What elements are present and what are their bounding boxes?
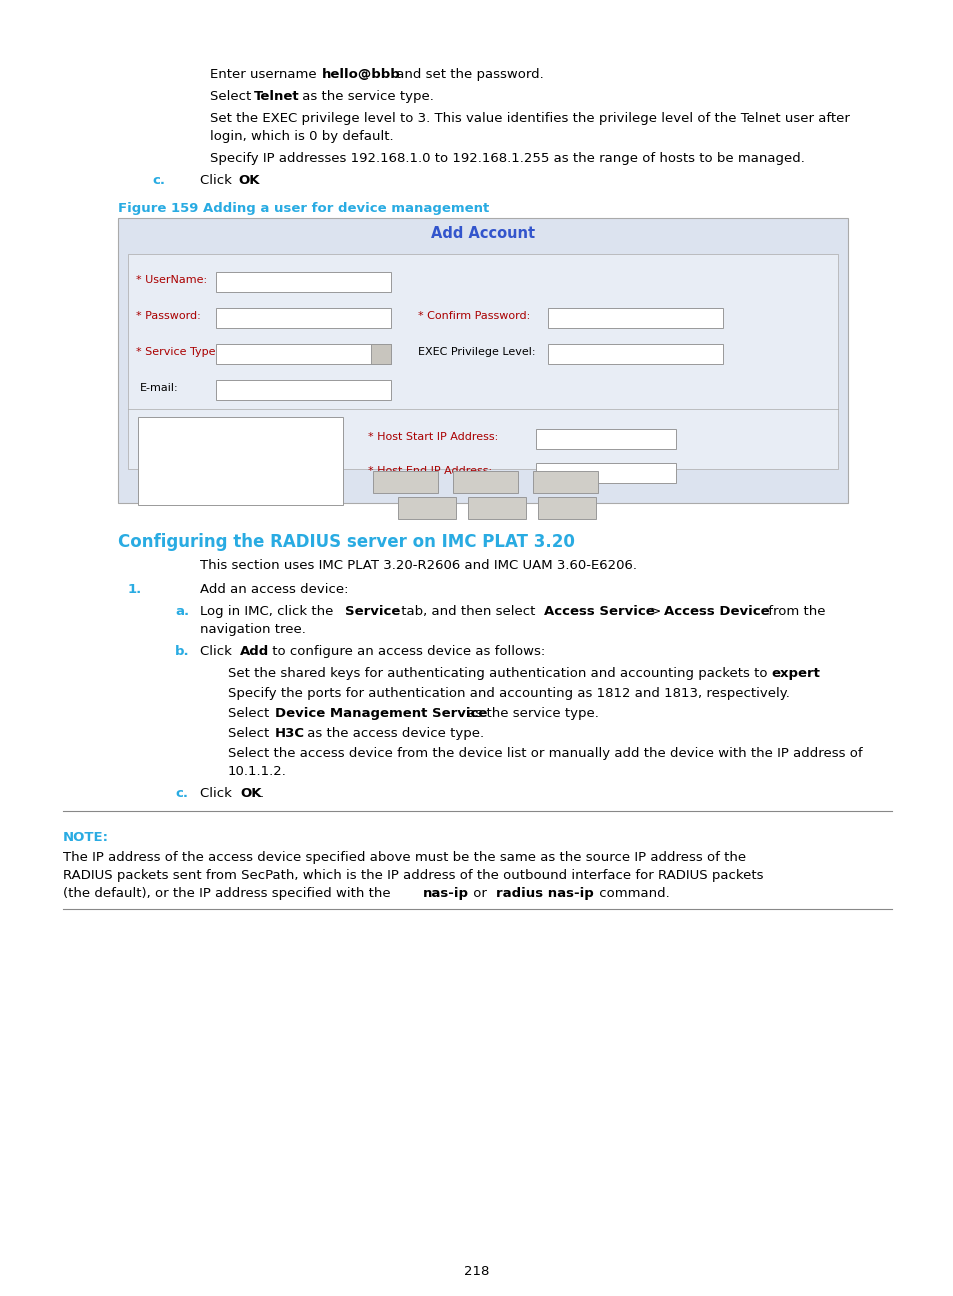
Text: OK: OK [240,787,261,800]
Bar [397,496,456,518]
Bar [468,496,525,518]
Text: Service: Service [345,605,400,618]
Text: Modify: Modify [478,503,515,513]
Text: command.: command. [595,886,669,899]
Text: Add: Add [240,645,269,658]
Text: E-mail:: E-mail: [140,384,178,393]
Text: H3C: H3C [274,727,305,740]
Text: Add Account: Add Account [431,227,535,241]
Text: ●●●: ●●● [552,311,577,321]
Text: Select the access device from the device list or manually add the device with th: Select the access device from the device… [228,746,862,759]
Text: Enter username: Enter username [210,67,320,80]
Text: Set the shared keys for authenticating authentication and accounting packets to: Set the shared keys for authenticating a… [228,667,771,680]
Text: Specify the ports for authentication and accounting as 1812 and 1813, respective: Specify the ports for authentication and… [228,687,789,700]
Bar [536,463,676,483]
Text: Click: Click [200,645,236,658]
Text: .: . [260,787,264,800]
Text: 1.: 1. [128,583,142,596]
Text: expert: expert [770,667,819,680]
Text: tab, and then select: tab, and then select [396,605,539,618]
Text: c.: c. [174,787,188,800]
Bar [533,470,598,492]
Text: 3: 3 [552,347,558,356]
Text: or: or [469,886,491,899]
Text: >: > [645,605,665,618]
Text: Log in IMC, click the: Log in IMC, click the [200,605,337,618]
Text: Add an access device:: Add an access device: [200,583,348,596]
Text: Help: Help [552,477,578,487]
Text: as the access device type.: as the access device type. [303,727,483,740]
Bar [215,343,391,364]
Text: * Host Start IP Address:: * Host Start IP Address: [368,432,497,442]
Text: from the: from the [763,605,824,618]
Text: as the service type.: as the service type. [462,708,598,721]
Bar [128,254,837,469]
Text: nas-ip: nas-ip [422,886,469,899]
Bar [373,470,437,492]
Text: 218: 218 [464,1265,489,1278]
Text: Figure 159 Adding a user for device management: Figure 159 Adding a user for device mana… [118,202,489,215]
Text: * Password:: * Password: [136,311,200,321]
Text: as the service type.: as the service type. [297,89,434,102]
Bar [215,272,391,292]
Text: This section uses IMC PLAT 3.20-R2606 and IMC UAM 3.60-E6206.: This section uses IMC PLAT 3.20-R2606 an… [200,559,637,572]
Text: Click: Click [200,174,236,187]
Bar [371,343,391,364]
Text: c.: c. [152,174,165,187]
Text: .: . [255,174,260,187]
Text: Telnet: Telnet [253,89,299,102]
Text: RADIUS packets sent from SecPath, which is the IP address of the outbound interf: RADIUS packets sent from SecPath, which … [63,870,762,883]
Text: to configure an access device as follows:: to configure an access device as follows… [268,645,545,658]
Text: Access Device: Access Device [663,605,769,618]
Bar [453,470,517,492]
Bar [138,417,343,505]
Bar [536,429,676,448]
Text: The IP address of the access device specified above must be the same as the sour: The IP address of the access device spec… [63,851,745,864]
Text: * Confirm Password:: * Confirm Password: [417,311,530,321]
Text: radius nas-ip: radius nas-ip [496,886,593,899]
Text: Return: Return [466,477,503,487]
Text: * Service Type:: * Service Type: [136,347,219,356]
Text: Set the EXEC privilege level to 3. This value identifies the privilege level of : Set the EXEC privilege level to 3. This … [210,111,849,124]
Text: OK: OK [396,477,413,487]
Text: 192.168.1.255: 192.168.1.255 [539,467,620,476]
Text: Specify IP addresses 192.168.1.0 to 192.168.1.255 as the range of hosts to be ma: Specify IP addresses 192.168.1.0 to 192.… [210,152,804,165]
Text: * Host End IP Address:: * Host End IP Address: [368,467,492,476]
Text: * UserName:: * UserName: [136,275,207,285]
Bar [547,308,722,328]
Text: b.: b. [174,645,190,658]
Bar [215,308,391,328]
Text: Select: Select [210,89,255,102]
Bar [215,380,391,400]
Text: Select: Select [228,708,274,721]
Text: Configuring the RADIUS server on IMC PLAT 3.20: Configuring the RADIUS server on IMC PLA… [118,533,575,551]
Text: navigation tree.: navigation tree. [200,623,306,636]
Text: 10.1.1.2.: 10.1.1.2. [228,765,287,778]
Text: hello@bbb: hello@bbb [322,67,400,80]
Bar [118,218,847,503]
Bar [547,343,722,364]
Text: 192.168.1.0: 192.168.1.0 [539,432,607,442]
Text: (the default), or the IP address specified with the: (the default), or the IP address specifi… [63,886,395,899]
Bar [537,496,596,518]
Text: Click: Click [200,787,236,800]
Text: a.: a. [174,605,189,618]
Text: ●●●: ●●● [220,311,245,321]
Text: ▼: ▼ [377,350,383,359]
Text: and set the password.: and set the password. [392,67,543,80]
Text: Telnet: Telnet [220,347,253,356]
Text: .: . [815,667,820,680]
Text: Select: Select [228,727,274,740]
Text: EXEC Privilege Level:: EXEC Privilege Level: [417,347,535,356]
Text: OK: OK [237,174,259,187]
Text: login, which is 0 by default.: login, which is 0 by default. [210,130,394,143]
Text: Access Service: Access Service [543,605,654,618]
Text: NOTE:: NOTE: [63,831,109,844]
Text: hello@bbb: hello@bbb [220,275,279,285]
Text: Add: Add [416,503,437,513]
Text: Device Management Service: Device Management Service [274,708,487,721]
Text: Delete: Delete [548,503,585,513]
